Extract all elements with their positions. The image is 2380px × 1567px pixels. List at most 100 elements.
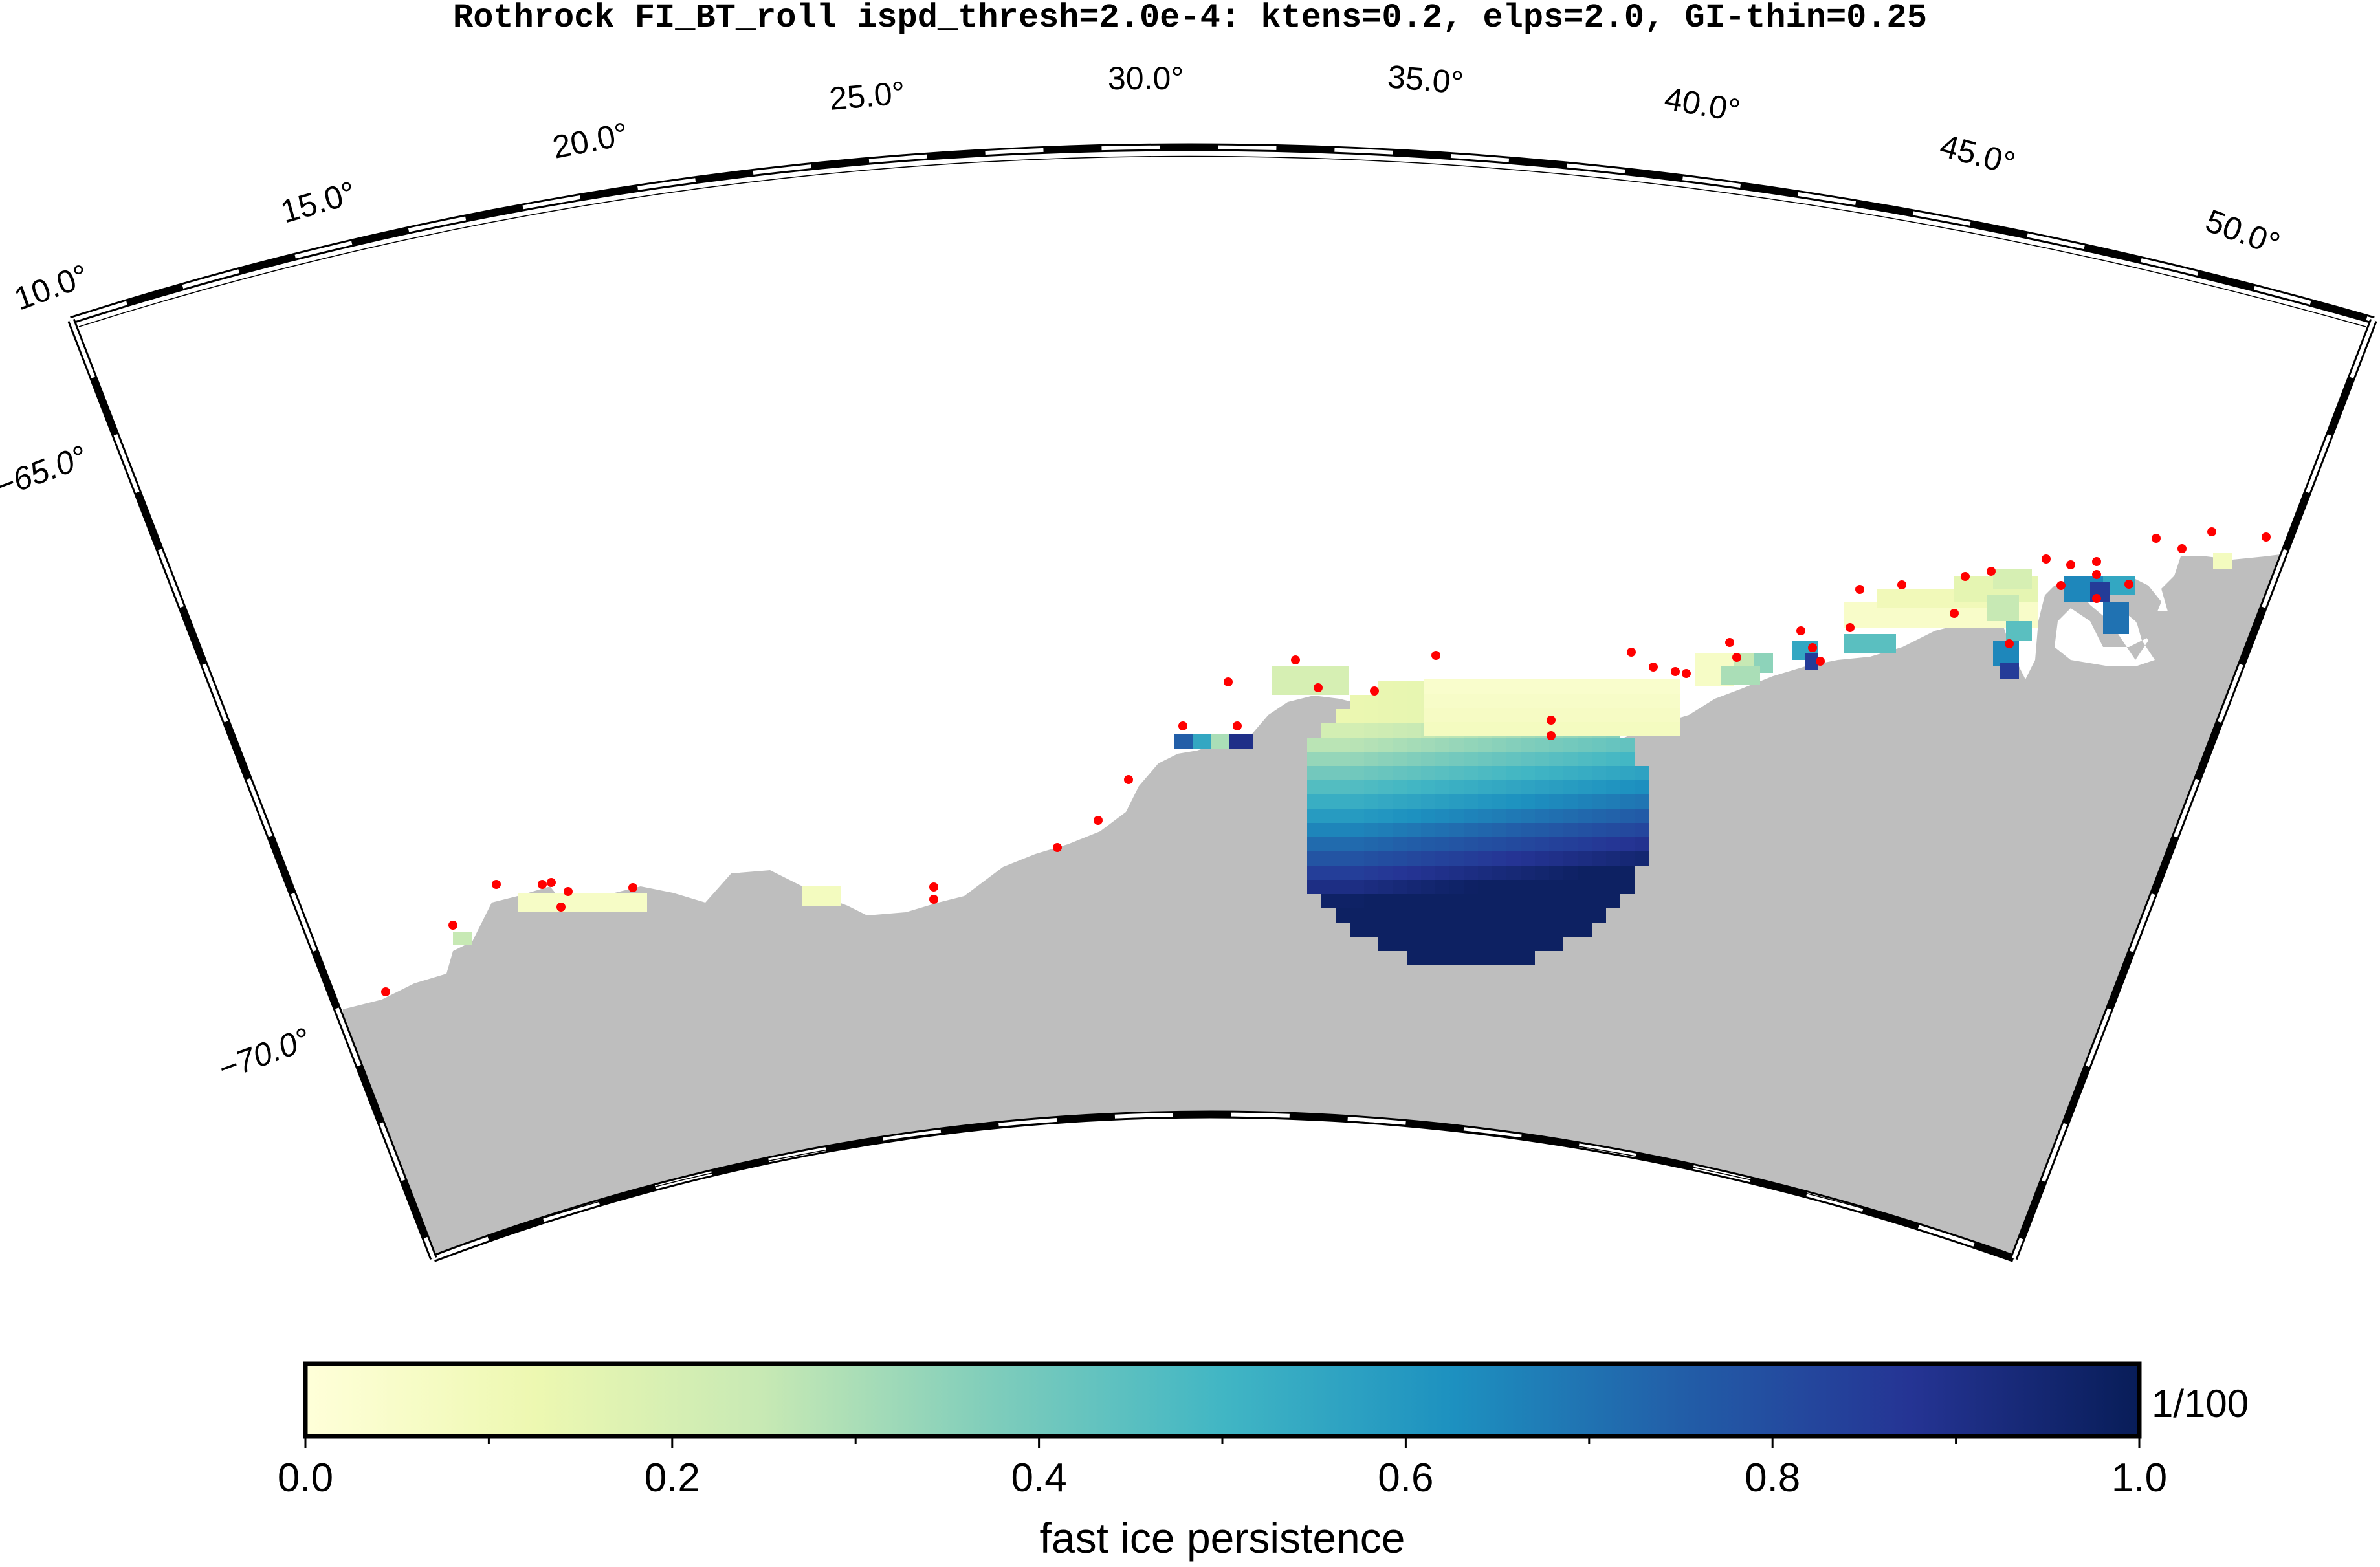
fast-ice-cell <box>1492 894 1506 908</box>
fast-ice-cell <box>1378 823 1393 837</box>
fast-ice-cell <box>1563 908 1578 923</box>
fast-ice-cell <box>1421 866 1435 880</box>
fast-ice-cell <box>1478 851 1492 866</box>
iceberg-marker <box>1224 677 1233 686</box>
fast-ice-cell <box>1509 679 1523 694</box>
fast-ice-cell <box>1609 708 1623 722</box>
fast-ice-cell <box>1229 734 1253 749</box>
fast-ice-cell <box>1492 837 1506 851</box>
lon-label-45: 45.0° <box>1936 127 2019 182</box>
fast-ice-cell <box>1506 752 1521 766</box>
fast-ice-cell <box>1549 837 1563 851</box>
iceberg-marker <box>538 880 547 889</box>
fast-ice-cell <box>1506 880 1521 894</box>
fast-ice-cell <box>1521 766 1535 780</box>
iceberg-marker <box>929 882 938 892</box>
fast-ice-cell <box>1635 823 1649 837</box>
fast-ice-cell <box>1321 880 1336 894</box>
fast-ice-cell <box>1492 766 1506 780</box>
fast-ice-cell <box>1606 837 1620 851</box>
fast-ice-cell <box>1421 951 1435 965</box>
fast-ice-cell <box>1592 738 1606 752</box>
fast-ice-cell <box>1393 695 1407 709</box>
fast-ice-cell <box>1393 837 1407 851</box>
fast-ice-cell <box>1464 880 1478 894</box>
fast-ice-cell <box>1521 937 1535 951</box>
fast-ice-cell <box>1452 694 1466 708</box>
fast-ice-cell <box>1378 723 1393 738</box>
iceberg-marker <box>381 987 390 996</box>
fast-ice-cell <box>1563 866 1578 880</box>
fast-ice-cell <box>1435 766 1449 780</box>
fast-ice-cell <box>1987 595 2019 621</box>
fast-ice-cell <box>1481 708 1495 722</box>
fast-ice-cell <box>1620 851 1635 866</box>
fast-ice-cell <box>1393 681 1407 695</box>
fast-ice-cell <box>1321 866 1336 880</box>
fast-ice-cell <box>1350 738 1364 752</box>
iceberg-marker <box>1314 683 1323 692</box>
fast-ice-cell <box>1549 752 1563 766</box>
fast-ice-cell <box>1635 780 1649 794</box>
colorbar-tick-label: 0.0 <box>278 1456 333 1500</box>
iceberg-marker <box>628 883 637 892</box>
fast-ice-cell <box>1272 666 1349 695</box>
fast-ice-cell <box>1521 908 1535 923</box>
fast-ice-cell <box>1578 794 1592 809</box>
fast-ice-cell <box>1464 794 1478 809</box>
fast-ice-cell <box>1336 752 1350 766</box>
fast-ice-cell <box>1364 880 1378 894</box>
fast-ice-cell <box>1321 766 1336 780</box>
fast-ice-cell <box>1421 766 1435 780</box>
iceberg-marker <box>2066 560 2075 569</box>
fast-ice-cell <box>1566 679 1580 694</box>
fast-ice-cell <box>1592 894 1606 908</box>
fast-ice-cell <box>1606 866 1620 880</box>
fast-ice-cell <box>1393 780 1407 794</box>
fast-ice-cell <box>1464 851 1478 866</box>
fast-ice-cell <box>1407 923 1421 937</box>
fast-ice-cell <box>1592 794 1606 809</box>
fast-ice-cell <box>1566 694 1580 708</box>
fast-ice-cell <box>1637 708 1651 722</box>
fast-ice-cell <box>1478 923 1492 937</box>
fast-ice-cell <box>1492 866 1506 880</box>
fast-ice-cell <box>1336 766 1350 780</box>
fast-ice-cell <box>1307 866 1321 880</box>
fast-ice-cell <box>1336 709 1350 723</box>
fast-ice-cell <box>1506 866 1521 880</box>
fast-ice-cell <box>1378 709 1393 723</box>
fast-ice-cell <box>1407 794 1421 809</box>
fast-ice-cell <box>1563 738 1578 752</box>
fast-ice-cell <box>1435 951 1449 965</box>
fast-ice-cell <box>1521 951 1535 965</box>
fast-ice-cell <box>1535 794 1549 809</box>
fast-ice-cell <box>1506 908 1521 923</box>
fast-ice-cell <box>1635 766 1649 780</box>
fast-ice-cell <box>1578 809 1592 823</box>
fast-ice-cell <box>1478 937 1492 951</box>
fast-ice-cell <box>1506 837 1521 851</box>
fast-ice-cell <box>1549 823 1563 837</box>
fast-ice-cell <box>1563 923 1578 937</box>
iceberg-marker <box>1547 716 1556 725</box>
colorbar-unit-label: 1/100 <box>2152 1382 2249 1425</box>
fast-ice-cell <box>1464 951 1478 965</box>
fast-ice-cell <box>1478 951 1492 965</box>
fast-ice-cell <box>1464 809 1478 823</box>
fast-ice-cell <box>1492 851 1506 866</box>
fast-ice-cell <box>1407 780 1421 794</box>
fast-ice-cell <box>1307 766 1321 780</box>
fast-ice-cell <box>1449 908 1464 923</box>
fast-ice-cell <box>1535 837 1549 851</box>
fast-ice-cell <box>1578 738 1592 752</box>
fast-ice-cell <box>1364 709 1378 723</box>
fast-ice-cell <box>1407 823 1421 837</box>
fast-ice-cell <box>1364 794 1378 809</box>
fast-ice-cell <box>1378 894 1393 908</box>
lon-label-40: 40.0° <box>1662 80 1743 129</box>
fast-ice-cell <box>1537 694 1552 708</box>
iceberg-marker <box>2177 544 2187 553</box>
fast-ice-cell <box>1336 866 1350 880</box>
fast-ice-cell <box>1535 738 1549 752</box>
